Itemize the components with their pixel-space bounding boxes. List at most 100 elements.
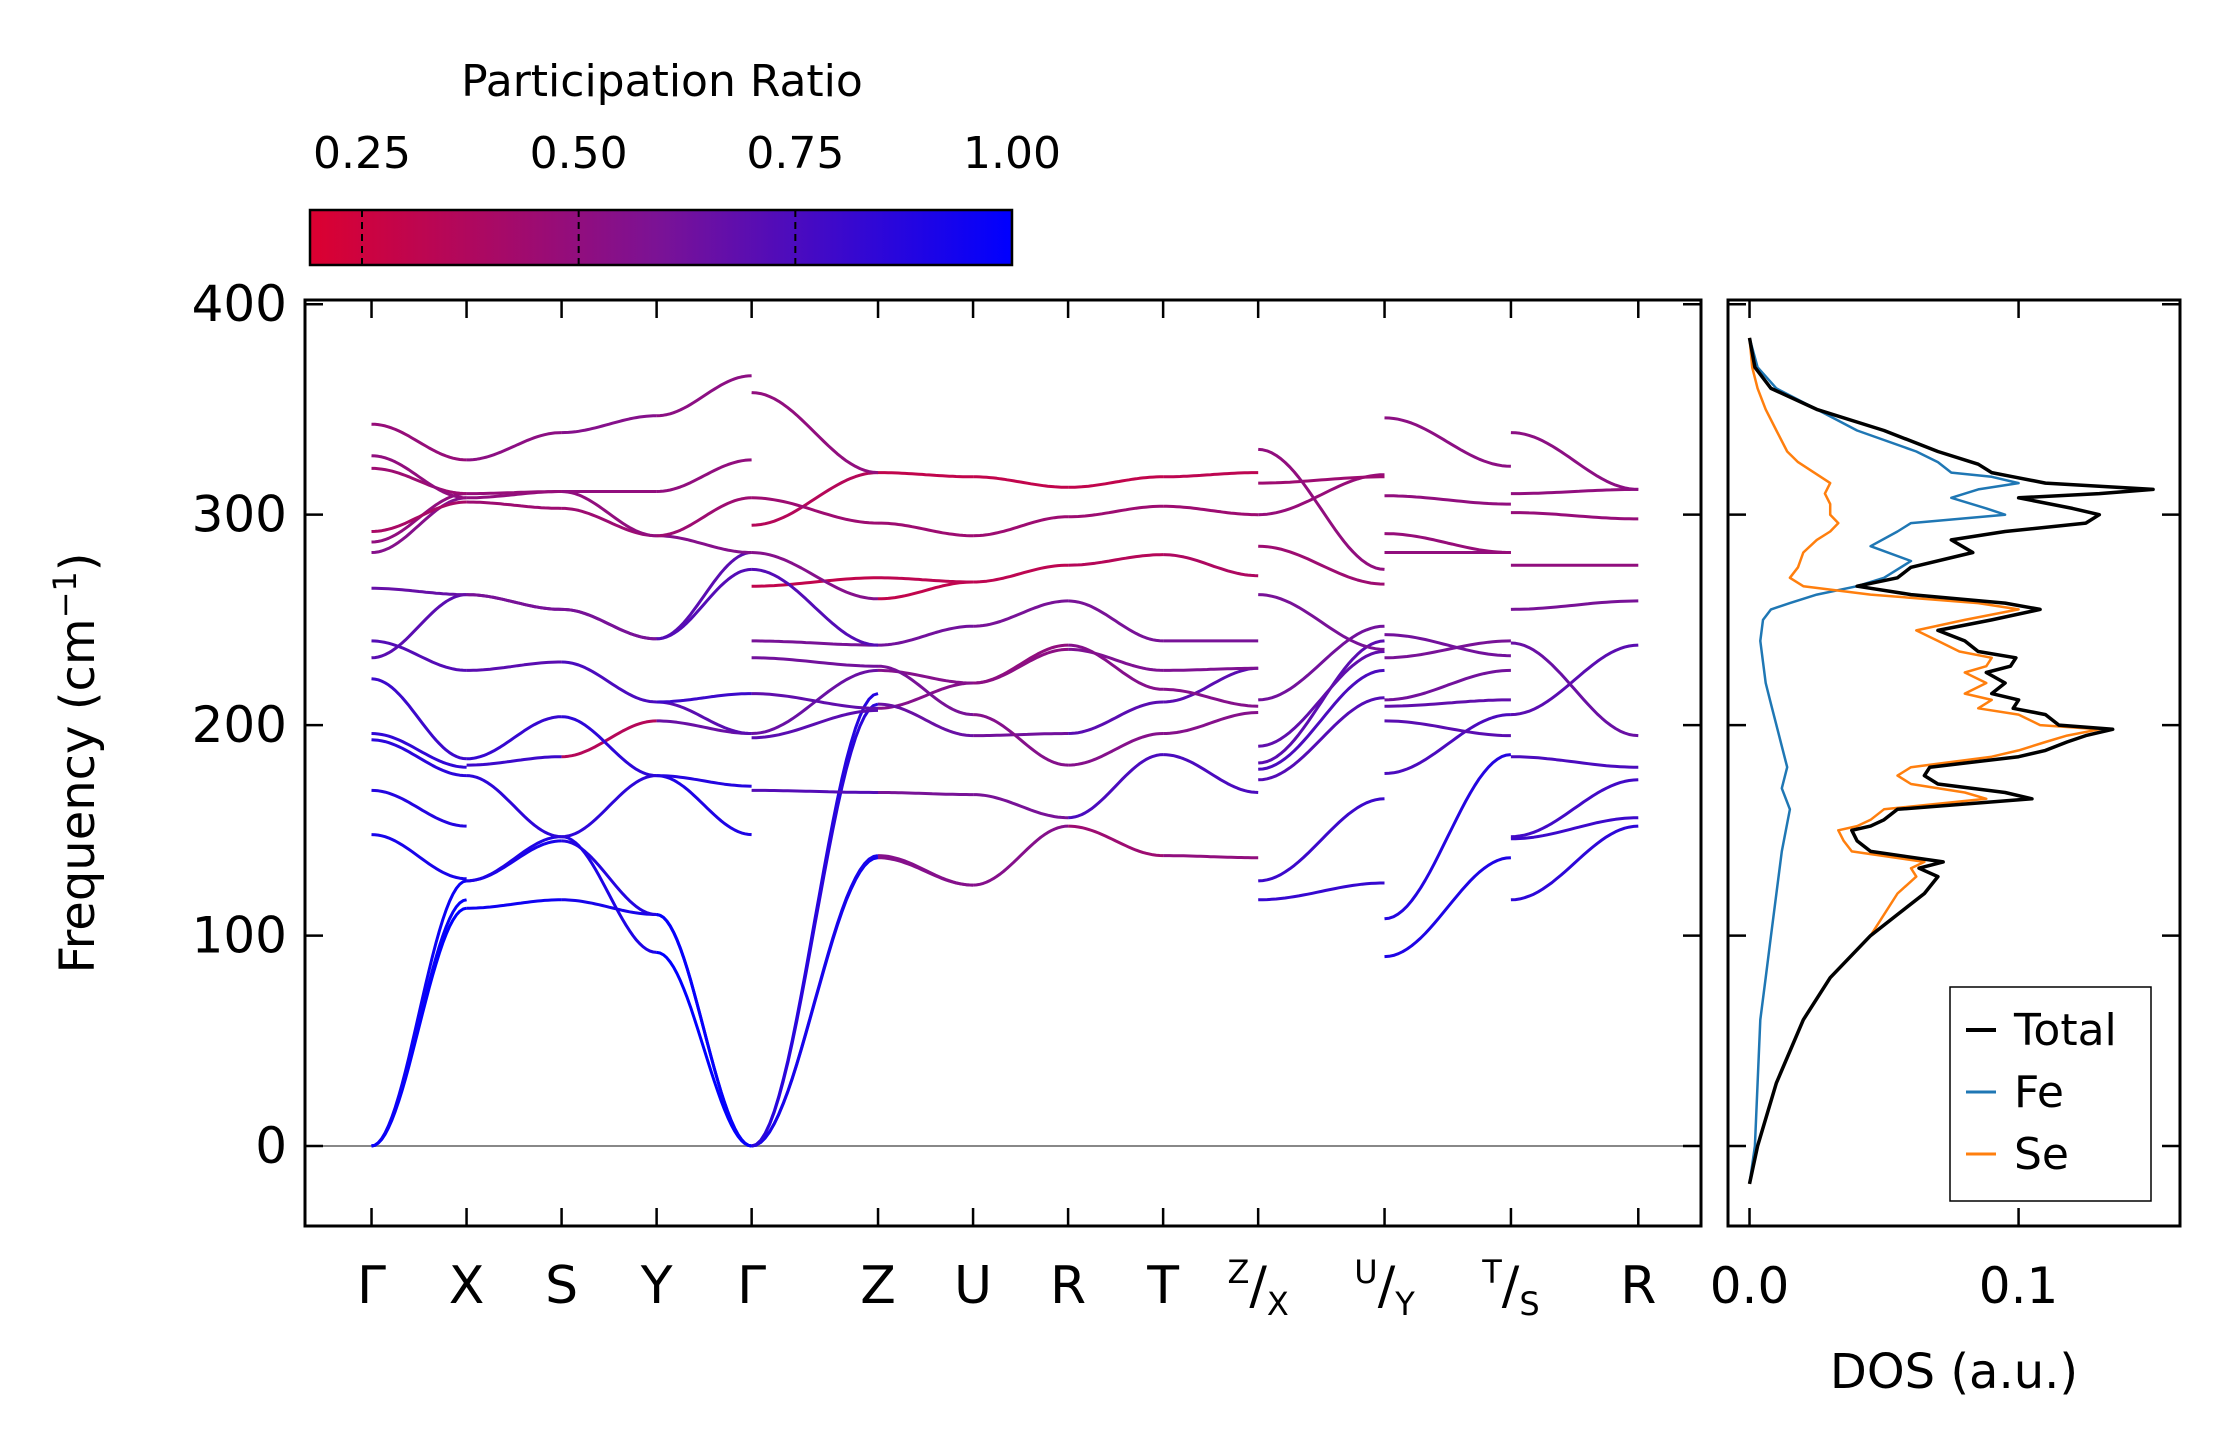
band-branch bbox=[656, 774, 752, 837]
band-branch bbox=[878, 521, 974, 538]
band-branch bbox=[561, 774, 657, 839]
band-branch bbox=[1258, 696, 1385, 782]
colorbar-tick-label: 0.50 bbox=[530, 128, 628, 179]
band-branch bbox=[1068, 824, 1164, 858]
band-branch bbox=[1068, 553, 1164, 567]
band-branch bbox=[1068, 599, 1164, 643]
band-branch bbox=[371, 639, 467, 672]
band-branch bbox=[973, 793, 1069, 820]
band-branch bbox=[561, 835, 657, 954]
band-branch bbox=[371, 454, 467, 500]
band-branch bbox=[656, 692, 752, 704]
k-point-label: Z/X bbox=[1227, 1253, 1288, 1323]
band-branch bbox=[1384, 719, 1511, 738]
band-branch bbox=[1258, 881, 1385, 902]
band-branch bbox=[466, 715, 562, 761]
band-branch bbox=[466, 660, 562, 672]
band-branch bbox=[1384, 856, 1511, 959]
band-branch bbox=[466, 593, 562, 611]
dos-x-ticks: 0.0 0.1 bbox=[1710, 300, 2059, 1315]
colorbar-title: Participation Ratio bbox=[461, 56, 863, 107]
band-branch bbox=[371, 466, 467, 496]
band-branch bbox=[466, 774, 562, 839]
band-branch bbox=[973, 475, 1069, 489]
band-branch bbox=[751, 471, 879, 527]
dos-x-axis-label: DOS (a.u.) bbox=[1830, 1344, 2078, 1400]
band-branch bbox=[1384, 668, 1511, 702]
band-branch bbox=[1068, 504, 1164, 519]
band-branch bbox=[1384, 633, 1511, 658]
band-branch bbox=[1163, 753, 1259, 794]
k-point-ticks: Γ X S Y Γ Z U R T Z/XU/YT/S R bbox=[357, 300, 1656, 1323]
y-ticks: 0 100 200 300 400 bbox=[192, 275, 1701, 1175]
band-branch bbox=[371, 788, 467, 828]
dos-curves bbox=[1747, 337, 2155, 1185]
colorbar-tick-label: 0.25 bbox=[313, 128, 411, 179]
dos-x-tick-label: 0.1 bbox=[1979, 1257, 2059, 1315]
band-branch bbox=[751, 692, 879, 710]
band-branch bbox=[751, 567, 879, 647]
band-branch bbox=[1163, 666, 1259, 704]
band-lines bbox=[371, 374, 1639, 1148]
band-branch bbox=[466, 490, 562, 496]
band-branch bbox=[656, 774, 752, 788]
band-branch bbox=[751, 551, 879, 601]
band-branch bbox=[1510, 824, 1639, 902]
k-point-label: Z bbox=[860, 1256, 896, 1316]
band-branch bbox=[561, 898, 657, 916]
band-branch bbox=[371, 586, 467, 597]
band-branch bbox=[1258, 650, 1385, 748]
band-branch bbox=[1163, 854, 1259, 860]
band-branch bbox=[561, 839, 657, 916]
colorbar-tick-label: 1.00 bbox=[963, 128, 1061, 179]
band-branch bbox=[751, 639, 878, 647]
dos-panel: 0.0 0.1 DOS (a.u.) Total Fe Se bbox=[1710, 298, 2182, 1400]
band-branch bbox=[656, 458, 752, 493]
band-branch bbox=[751, 576, 878, 588]
legend-label-fe: Fe bbox=[2014, 1067, 2064, 1118]
band-branch bbox=[1258, 639, 1385, 765]
band-branch bbox=[877, 664, 974, 717]
band-branch bbox=[561, 490, 657, 538]
band-branch bbox=[561, 660, 657, 704]
band-branch bbox=[371, 677, 467, 761]
band-branch bbox=[973, 647, 1069, 685]
k-point-label: S bbox=[545, 1256, 578, 1316]
band-branch bbox=[656, 950, 752, 1148]
colorbar-tick-label: 0.75 bbox=[746, 128, 844, 179]
colorbar: Participation Ratio 0.25 0.50 0.75 1.00 bbox=[308, 56, 1061, 267]
y-tick-label: 200 bbox=[192, 696, 287, 754]
band-branch bbox=[1258, 668, 1385, 771]
band-branch bbox=[656, 700, 752, 735]
band-frame bbox=[303, 298, 1703, 1228]
k-point-label: U/Y bbox=[1354, 1253, 1415, 1323]
band-branch bbox=[371, 898, 467, 1148]
colorbar-gradient bbox=[308, 208, 1014, 267]
band-branch bbox=[751, 656, 878, 668]
band-branch bbox=[1068, 753, 1164, 820]
dos-y-ticks bbox=[1728, 302, 2180, 1148]
band-branch bbox=[371, 738, 467, 778]
k-point-label: T bbox=[1146, 1256, 1179, 1316]
y-axis-label: Frequency (cm−1) bbox=[46, 552, 106, 973]
band-branch bbox=[1163, 504, 1259, 517]
band-branch bbox=[371, 496, 467, 554]
band-branch bbox=[1510, 487, 1639, 496]
band-branch bbox=[878, 791, 974, 797]
legend-box bbox=[1949, 986, 2152, 1202]
band-branch bbox=[877, 854, 974, 887]
band-branch bbox=[1068, 475, 1164, 489]
band-branch bbox=[973, 599, 1069, 628]
k-point-label: Y bbox=[640, 1256, 673, 1316]
band-branch bbox=[1384, 713, 1511, 775]
band-branch bbox=[973, 824, 1069, 887]
band-branch bbox=[466, 839, 562, 883]
band-branch bbox=[878, 471, 974, 479]
band-branch bbox=[1258, 797, 1385, 883]
band-branch bbox=[1510, 778, 1639, 839]
band-branch bbox=[1068, 647, 1164, 672]
band-branch bbox=[371, 422, 467, 462]
band-branch bbox=[1163, 711, 1259, 735]
band-branch bbox=[1068, 732, 1164, 767]
